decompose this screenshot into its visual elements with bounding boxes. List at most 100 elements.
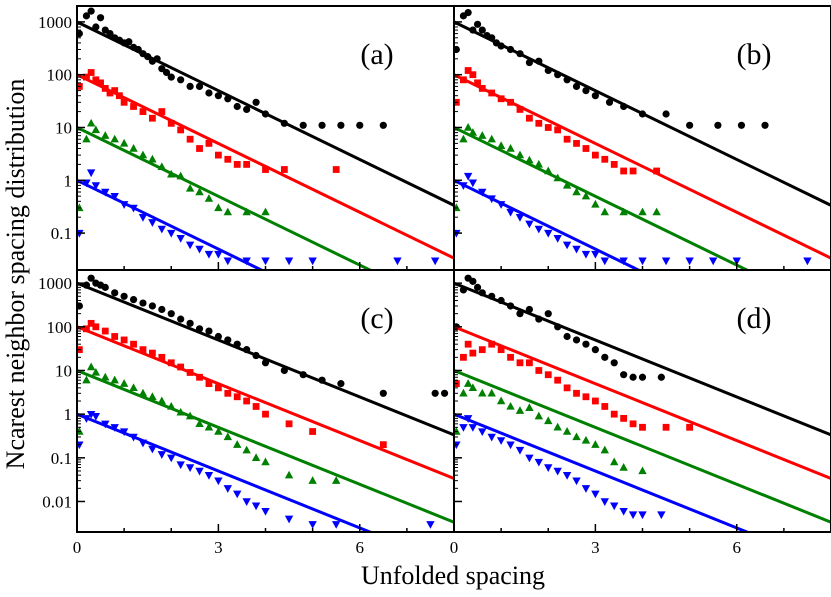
data-point-black bbox=[299, 371, 307, 379]
data-point-black bbox=[469, 277, 477, 285]
data-point-black bbox=[473, 283, 482, 291]
data-point-green bbox=[204, 194, 214, 202]
data-point-black bbox=[224, 336, 232, 344]
data-point-red bbox=[544, 371, 552, 379]
data-point-green bbox=[91, 367, 101, 376]
data-point-green bbox=[478, 388, 487, 397]
data-point-green bbox=[572, 432, 581, 441]
data-point-black bbox=[153, 55, 161, 63]
data-point-red bbox=[582, 393, 590, 401]
data-point-green bbox=[610, 457, 619, 466]
data-point-red bbox=[101, 85, 109, 92]
data-point-red bbox=[464, 67, 472, 74]
data-point-red bbox=[130, 340, 137, 348]
data-point-green bbox=[600, 445, 609, 454]
data-point-red bbox=[158, 108, 166, 115]
data-point-blue bbox=[251, 502, 261, 511]
data-point-blue bbox=[233, 490, 242, 499]
data-point-red bbox=[285, 420, 293, 428]
data-point-green bbox=[652, 207, 661, 216]
data-point-green bbox=[284, 470, 294, 479]
data-point-green bbox=[119, 138, 129, 147]
data-point-green bbox=[110, 134, 119, 143]
data-point-red bbox=[205, 139, 213, 147]
data-point-green bbox=[157, 162, 167, 171]
data-point-red bbox=[478, 85, 486, 92]
data-point-blue bbox=[129, 433, 138, 442]
data-point-red bbox=[497, 346, 505, 354]
data-point-blue bbox=[119, 428, 129, 437]
data-point-red bbox=[233, 393, 241, 401]
data-point-red bbox=[488, 340, 496, 348]
data-point-blue bbox=[638, 257, 647, 266]
data-point-blue bbox=[525, 454, 534, 463]
data-point-red bbox=[526, 359, 533, 367]
data-point-green bbox=[185, 411, 195, 420]
data-point-blue bbox=[308, 521, 317, 529]
data-point-black bbox=[605, 98, 614, 106]
data-point-blue bbox=[86, 169, 96, 178]
data-point-red bbox=[139, 108, 147, 115]
x-axis-title: Unfolded spacing bbox=[361, 561, 545, 590]
data-point-blue bbox=[101, 420, 110, 429]
data-point-black bbox=[205, 327, 213, 335]
data-point-blue bbox=[534, 225, 544, 234]
data-point-green bbox=[167, 401, 176, 410]
data-point-blue bbox=[487, 195, 496, 204]
data-point-blue bbox=[148, 219, 157, 227]
data-point-red bbox=[535, 367, 543, 374]
data-point-blue bbox=[661, 257, 671, 266]
data-point-red bbox=[507, 353, 514, 361]
data-point-black bbox=[252, 98, 260, 106]
data-point-blue bbox=[454, 441, 461, 450]
data-point-red bbox=[224, 155, 232, 163]
data-point-red bbox=[526, 114, 533, 122]
data-point-green bbox=[638, 207, 647, 216]
data-point-black bbox=[167, 310, 175, 318]
data-point-blue bbox=[553, 235, 562, 243]
data-point-green bbox=[176, 171, 185, 180]
data-point-green bbox=[562, 427, 572, 435]
data-point-red bbox=[196, 145, 203, 152]
data-point-blue bbox=[506, 208, 515, 217]
data-point-green bbox=[487, 388, 496, 397]
data-point-green bbox=[119, 379, 129, 387]
data-point-red bbox=[610, 410, 618, 418]
data-point-red bbox=[591, 151, 599, 159]
data-point-blue bbox=[129, 204, 138, 213]
data-point-green bbox=[459, 388, 468, 397]
data-point-red bbox=[83, 325, 90, 333]
data-point-black bbox=[497, 42, 505, 50]
data-point-green bbox=[195, 419, 204, 428]
data-point-green bbox=[261, 457, 270, 466]
data-point-black bbox=[497, 296, 505, 305]
fit-line-green bbox=[454, 369, 831, 524]
data-point-red bbox=[111, 333, 119, 340]
data-point-black bbox=[280, 366, 288, 375]
data-point-blue bbox=[261, 507, 270, 516]
data-point-blue bbox=[284, 515, 294, 524]
data-point-blue bbox=[708, 257, 718, 266]
data-point-blue bbox=[110, 192, 119, 201]
data-point-red bbox=[653, 167, 661, 175]
fit-line-green bbox=[77, 369, 454, 524]
data-point-red bbox=[167, 119, 175, 127]
data-point-blue bbox=[176, 235, 185, 243]
data-point-black bbox=[572, 82, 581, 91]
data-point-red bbox=[639, 423, 646, 431]
data-point-red bbox=[280, 166, 288, 173]
data-point-black bbox=[177, 315, 185, 323]
data-point-red bbox=[83, 73, 90, 81]
data-point-black bbox=[506, 45, 515, 54]
data-point-black bbox=[620, 371, 628, 379]
data-point-red bbox=[460, 353, 467, 361]
data-point-blue bbox=[110, 424, 119, 432]
data-point-blue bbox=[619, 257, 628, 266]
y-tick-label: 1000 bbox=[38, 13, 72, 32]
data-point-green bbox=[242, 207, 251, 216]
data-point-red bbox=[214, 384, 222, 392]
data-point-black bbox=[525, 58, 534, 67]
data-point-blue bbox=[553, 467, 562, 476]
